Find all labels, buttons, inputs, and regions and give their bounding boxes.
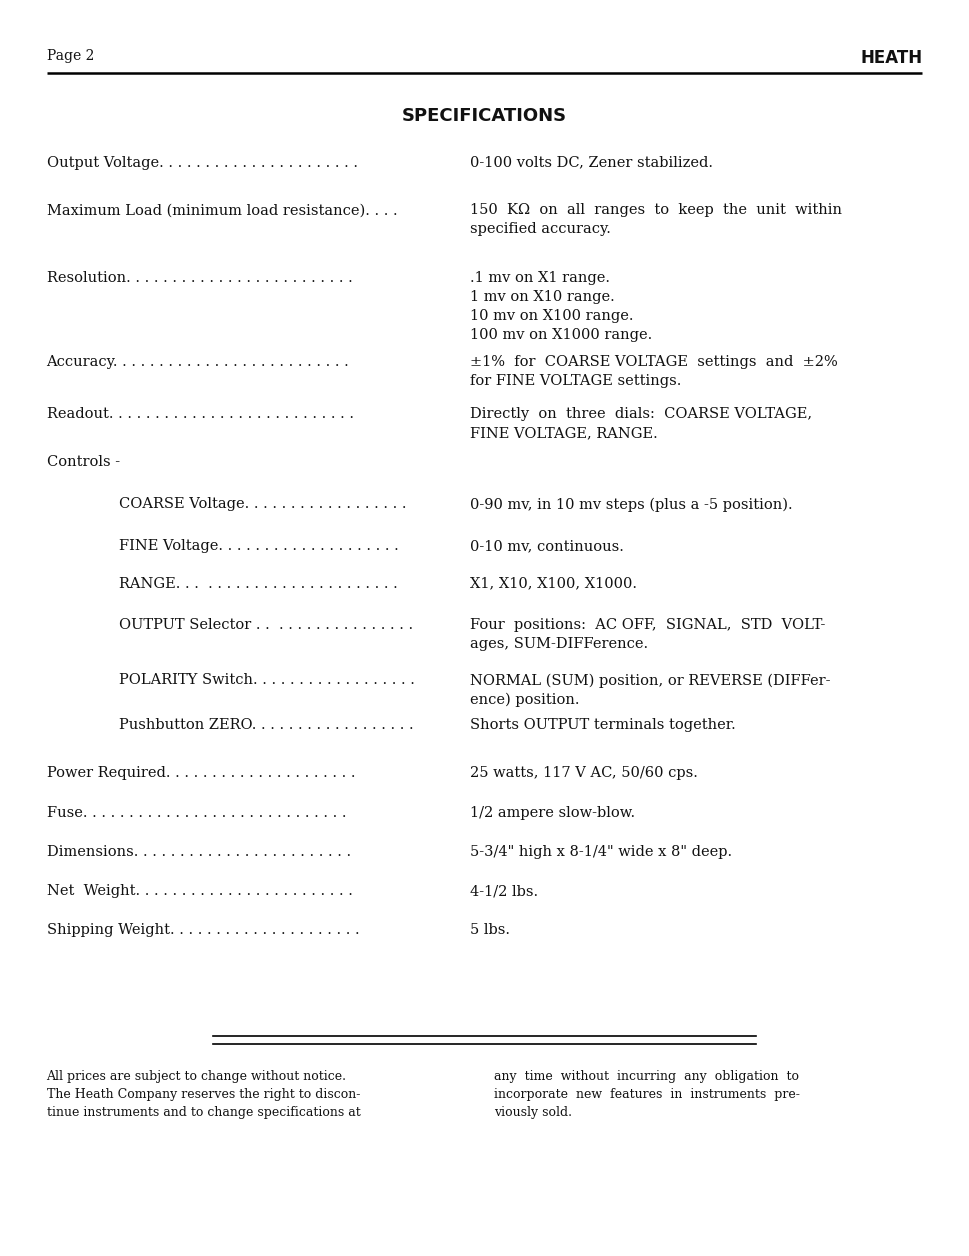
Text: POLARITY Switch. . . . . . . . . . . . . . . . . .: POLARITY Switch. . . . . . . . . . . . .…	[119, 673, 415, 687]
Text: Shorts OUTPUT terminals together.: Shorts OUTPUT terminals together.	[470, 718, 735, 732]
Text: SPECIFICATIONS: SPECIFICATIONS	[402, 107, 567, 124]
Text: X1, X10, X100, X1000.: X1, X10, X100, X1000.	[470, 577, 637, 590]
Text: All prices are subject to change without notice.
The Heath Company reserves the : All prices are subject to change without…	[47, 1070, 360, 1119]
Text: 5 lbs.: 5 lbs.	[470, 923, 510, 937]
Text: 0-100 volts DC, Zener stabilized.: 0-100 volts DC, Zener stabilized.	[470, 156, 713, 170]
Text: Net  Weight. . . . . . . . . . . . . . . . . . . . . . . .: Net Weight. . . . . . . . . . . . . . . …	[47, 884, 353, 898]
Text: Output Voltage. . . . . . . . . . . . . . . . . . . . . .: Output Voltage. . . . . . . . . . . . . …	[47, 156, 358, 170]
Text: COARSE Voltage. . . . . . . . . . . . . . . . . .: COARSE Voltage. . . . . . . . . . . . . …	[119, 497, 407, 511]
Text: Dimensions. . . . . . . . . . . . . . . . . . . . . . . .: Dimensions. . . . . . . . . . . . . . . …	[47, 845, 351, 859]
Text: Accuracy. . . . . . . . . . . . . . . . . . . . . . . . . .: Accuracy. . . . . . . . . . . . . . . . …	[47, 355, 349, 369]
Text: 0-90 mv, in 10 mv steps (plus a -5 position).: 0-90 mv, in 10 mv steps (plus a -5 posit…	[470, 497, 793, 511]
Text: 0-10 mv, continuous.: 0-10 mv, continuous.	[470, 539, 624, 553]
Text: RANGE. . .  . . . . . . . . . . . . . . . . . . . . .: RANGE. . . . . . . . . . . . . . . . . .…	[119, 577, 398, 590]
Text: 1/2 ampere slow-blow.: 1/2 ampere slow-blow.	[470, 806, 635, 820]
Text: any  time  without  incurring  any  obligation  to
incorporate  new  features  i: any time without incurring any obligatio…	[494, 1070, 800, 1119]
Text: Power Required. . . . . . . . . . . . . . . . . . . . .: Power Required. . . . . . . . . . . . . …	[47, 766, 355, 780]
Text: OUTPUT Selector . .  . . . . . . . . . . . . . . .: OUTPUT Selector . . . . . . . . . . . . …	[119, 618, 414, 632]
Text: 150  KΩ  on  all  ranges  to  keep  the  unit  within
specified accuracy.: 150 KΩ on all ranges to keep the unit wi…	[470, 203, 842, 236]
Text: ±1%  for  COARSE VOLTAGE  settings  and  ±2%
for FINE VOLTAGE settings.: ±1% for COARSE VOLTAGE settings and ±2% …	[470, 355, 838, 388]
Text: Four  positions:  AC OFF,  SIGNAL,  STD  VOLT-
ages, SUM-DIFFerence.: Four positions: AC OFF, SIGNAL, STD VOLT…	[470, 618, 826, 651]
Text: Pushbutton ZERO. . . . . . . . . . . . . . . . . .: Pushbutton ZERO. . . . . . . . . . . . .…	[119, 718, 414, 732]
Text: Shipping Weight. . . . . . . . . . . . . . . . . . . . .: Shipping Weight. . . . . . . . . . . . .…	[47, 923, 359, 937]
Text: Directly  on  three  dials:  COARSE VOLTAGE,
FINE VOLTAGE, RANGE.: Directly on three dials: COARSE VOLTAGE,…	[470, 407, 812, 440]
Text: 25 watts, 117 V AC, 50/60 cps.: 25 watts, 117 V AC, 50/60 cps.	[470, 766, 698, 780]
Text: 5-3/4" high x 8-1/4" wide x 8" deep.: 5-3/4" high x 8-1/4" wide x 8" deep.	[470, 845, 733, 859]
Text: Resolution. . . . . . . . . . . . . . . . . . . . . . . . .: Resolution. . . . . . . . . . . . . . . …	[47, 271, 353, 285]
Text: NORMAL (SUM) position, or REVERSE (DIFFer-
ence) position.: NORMAL (SUM) position, or REVERSE (DIFFe…	[470, 673, 830, 707]
Text: 4-1/2 lbs.: 4-1/2 lbs.	[470, 884, 538, 898]
Text: Maximum Load (minimum load resistance). . . .: Maximum Load (minimum load resistance). …	[47, 203, 397, 217]
Text: .1 mv on X1 range.
1 mv on X10 range.
10 mv on X100 range.
100 mv on X1000 range: .1 mv on X1 range. 1 mv on X10 range. 10…	[470, 271, 652, 342]
Text: Readout. . . . . . . . . . . . . . . . . . . . . . . . . . .: Readout. . . . . . . . . . . . . . . . .…	[47, 407, 354, 421]
Text: FINE Voltage. . . . . . . . . . . . . . . . . . . .: FINE Voltage. . . . . . . . . . . . . . …	[119, 539, 399, 553]
Text: Fuse. . . . . . . . . . . . . . . . . . . . . . . . . . . . .: Fuse. . . . . . . . . . . . . . . . . . …	[47, 806, 346, 820]
Text: Controls -: Controls -	[47, 455, 119, 468]
Text: Page 2: Page 2	[47, 49, 94, 63]
Text: HEATH: HEATH	[860, 49, 922, 67]
